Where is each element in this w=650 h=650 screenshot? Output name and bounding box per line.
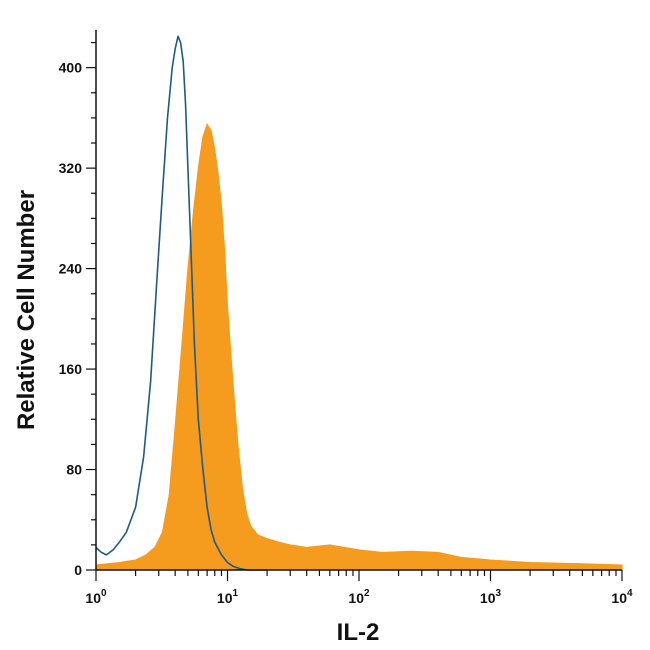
x-tick-label: 101 bbox=[217, 588, 239, 606]
plot-series bbox=[95, 35, 623, 571]
x-tick-label: 102 bbox=[348, 588, 370, 606]
y-axis-title: Relative Cell Number bbox=[13, 190, 40, 430]
histogram-filled-series-1 bbox=[95, 123, 623, 571]
y-tick-label: 160 bbox=[59, 361, 83, 377]
y-tick-label: 240 bbox=[59, 261, 83, 277]
x-tick-label: 104 bbox=[611, 588, 633, 606]
x-axis-title: IL-2 bbox=[337, 619, 380, 646]
y-tick-label: 80 bbox=[66, 462, 82, 478]
y-tick-label: 400 bbox=[59, 60, 83, 76]
y-tick-label: 320 bbox=[59, 160, 83, 176]
histogram-outline-series-0 bbox=[95, 35, 268, 571]
x-axis-ticks: 100 101 102 103 104 bbox=[85, 570, 633, 606]
x-tick-label: 100 bbox=[85, 588, 107, 606]
y-axis-ticks: 0 80 160 240 320 400 bbox=[59, 41, 96, 578]
y-tick-label: 0 bbox=[74, 562, 82, 578]
x-tick-label: 103 bbox=[480, 588, 502, 606]
